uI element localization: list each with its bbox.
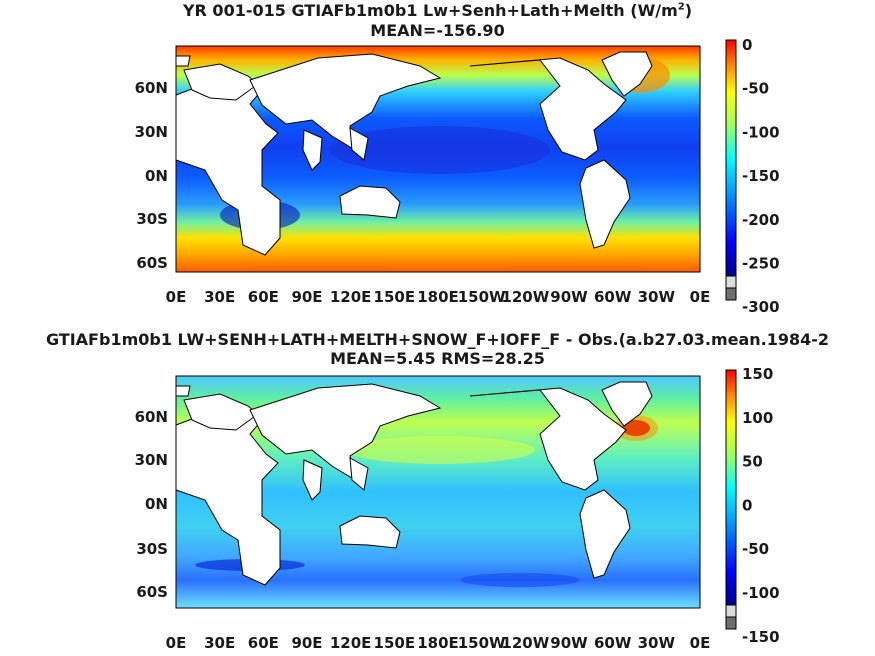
lon-tick-label: 90E [291,634,322,652]
colorbar-tick-label: -50 [742,540,769,558]
lon-tick-label: 150E [374,634,416,652]
colorbar-tick-label: -50 [742,80,769,98]
colorbar-tick-label: -150 [742,167,780,185]
map-subtitle-top: MEAN=-156.90 [370,21,505,40]
colorbar-tick-label: -100 [742,123,780,141]
colorbar-top [725,39,737,301]
lon-tick-label: 150W [458,288,506,306]
lon-tick-label: 60E [248,288,279,306]
map-subtitle-bottom: MEAN=5.45 RMS=28.25 [330,349,545,368]
lon-tick-label: 180E [417,634,459,652]
field-feature [345,436,535,464]
lon-tick-label: 90W [550,288,588,306]
lon-tick-label: 0E [166,288,187,306]
colorbar-tick-label: -100 [742,584,780,602]
field-feature [460,573,580,587]
map-title-top: YR 001-015 GTIAFb1m0b1 Lw+Senh+Lath+Melt… [182,1,693,20]
colorbar-tick-label: -300 [742,298,780,316]
map-panel-bottom [175,375,701,609]
colorbar-tick-label: 0 [742,36,752,54]
lon-tick-label: 30W [638,634,676,652]
lat-tick-label: 30S [136,210,168,228]
lon-tick-label: 30W [638,288,676,306]
colorbar-tick-label: 100 [742,409,773,427]
lon-tick-label: 0E [690,288,711,306]
lon-tick-label: 60W [594,288,632,306]
map-panel-top [175,45,701,283]
lon-tick-label: 30E [204,288,235,306]
lon-tick-label: 90E [291,288,322,306]
lon-tick-label: 120W [501,634,549,652]
colorbar-tick-label: -150 [742,628,780,646]
lat-tick-label: 60N [135,79,168,97]
map-title-bottom: GTIAFb1m0b1 LW+SENH+LATH+MELTH+SNOW_F+IO… [45,330,830,349]
lat-tick-label: 60S [136,254,168,272]
colorbar-tick-label: 150 [742,365,773,383]
antarctica-top [176,272,700,283]
lon-tick-label: 120W [501,288,549,306]
lat-tick-label: 0N [145,167,168,185]
lon-tick-label: 0E [690,634,711,652]
lat-tick-label: 30N [135,451,168,469]
lon-tick-label: 150E [374,288,416,306]
colorbar-tick-label: 0 [742,496,752,514]
lat-tick-label: 30S [136,540,168,558]
lon-tick-label: 60E [248,634,279,652]
lon-tick-label: 150W [458,634,506,652]
colorbar-tick-label: -250 [742,255,780,273]
map-frame-top [175,45,701,273]
lon-tick-label: 120E [330,634,372,652]
lon-tick-label: 30E [204,634,235,652]
map-frame-bottom [175,375,701,609]
lat-tick-label: 0N [145,495,168,513]
lon-tick-label: 0E [166,634,187,652]
lon-tick-label: 120E [330,288,372,306]
field-feature [330,126,550,174]
lat-tick-label: 30N [135,123,168,141]
colorbar-tick-label: -200 [742,211,780,229]
lon-tick-label: 90W [550,634,588,652]
lat-tick-label: 60N [135,408,168,426]
lat-tick-label: 60S [136,583,168,601]
colorbar-bottom [725,369,737,630]
lon-tick-label: 180E [417,288,459,306]
colorbar-tick-label: 50 [742,453,763,471]
lon-tick-label: 60W [594,634,632,652]
